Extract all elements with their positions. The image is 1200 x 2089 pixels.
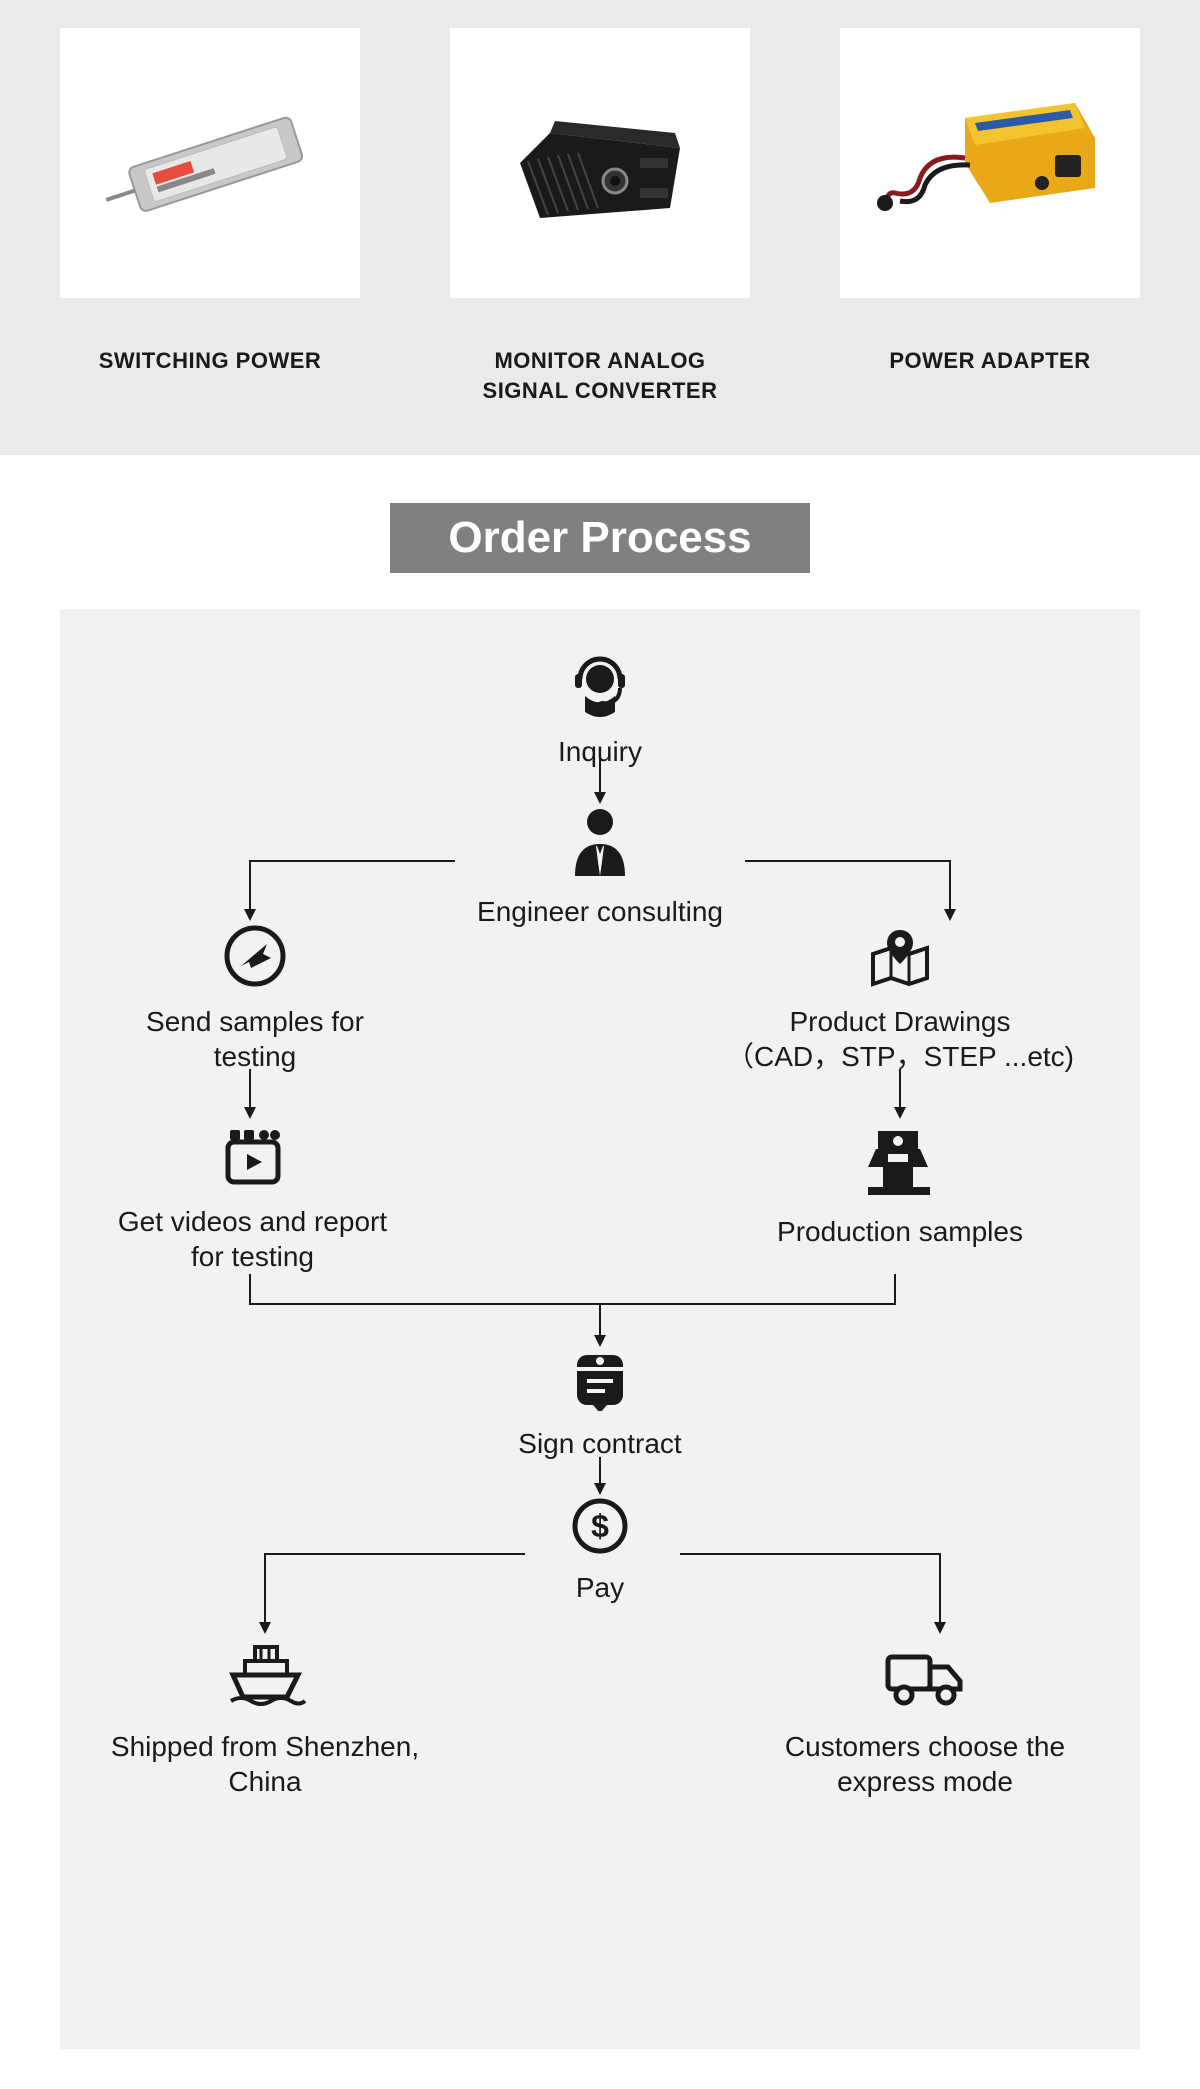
product-label: POWER ADAPTER xyxy=(840,346,1140,376)
connector xyxy=(898,1069,902,1119)
node-label: Sign contract xyxy=(490,1426,710,1461)
node-label: Production samples xyxy=(750,1214,1050,1249)
node-send-samples: Send samples for testing xyxy=(120,924,390,1074)
node-drawings: Product Drawings （CAD，STP，STEP ...etc) xyxy=(690,924,1110,1074)
node-shipped: Shipped from Shenzhen, China xyxy=(100,1639,430,1799)
product-image-converter xyxy=(450,28,750,298)
node-express: Customers choose the express mode xyxy=(760,1639,1090,1799)
product-card: MONITOR ANALOG SIGNAL CONVERTER xyxy=(450,28,750,405)
banner-wrap: Order Process xyxy=(0,455,1200,609)
converter-icon xyxy=(490,73,710,253)
connector xyxy=(598,759,602,804)
product-card: POWER ADAPTER xyxy=(840,28,1140,405)
adapter-icon xyxy=(870,83,1110,243)
machine-icon xyxy=(750,1119,1050,1204)
connector xyxy=(598,1457,602,1495)
video-icon xyxy=(115,1124,390,1194)
products-section: SWITCHING POWER MONI xyxy=(0,0,1200,455)
node-label: Product Drawings （CAD，STP，STEP ...etc) xyxy=(690,1004,1110,1074)
node-inquiry: Inquiry xyxy=(500,654,700,769)
process-flowchart: Inquiry Engineer consulting xyxy=(60,609,1140,2049)
node-label: Customers choose the express mode xyxy=(760,1729,1090,1799)
connector-merge xyxy=(245,1249,955,1349)
product-card: SWITCHING POWER xyxy=(60,28,360,405)
headset-icon xyxy=(500,654,700,724)
order-process-banner: Order Process xyxy=(390,503,809,573)
switching-power-icon xyxy=(90,103,330,223)
connector-branch2 xyxy=(245,1529,965,1639)
map-icon xyxy=(690,924,1110,994)
ship-icon xyxy=(100,1639,430,1719)
connector-branch xyxy=(230,841,970,931)
node-production: Production samples xyxy=(750,1119,1050,1249)
contract-icon xyxy=(490,1349,710,1416)
product-image-switching-power xyxy=(60,28,360,298)
node-sign: Sign contract xyxy=(490,1349,710,1461)
product-label: MONITOR ANALOG SIGNAL CONVERTER xyxy=(450,346,750,405)
truck-icon xyxy=(760,1639,1090,1719)
node-label: Shipped from Shenzhen, China xyxy=(100,1729,430,1799)
product-label: SWITCHING POWER xyxy=(60,346,360,376)
node-label: Send samples for testing xyxy=(120,1004,390,1074)
plane-icon xyxy=(120,924,390,994)
product-image-adapter xyxy=(840,28,1140,298)
connector xyxy=(248,1069,252,1119)
